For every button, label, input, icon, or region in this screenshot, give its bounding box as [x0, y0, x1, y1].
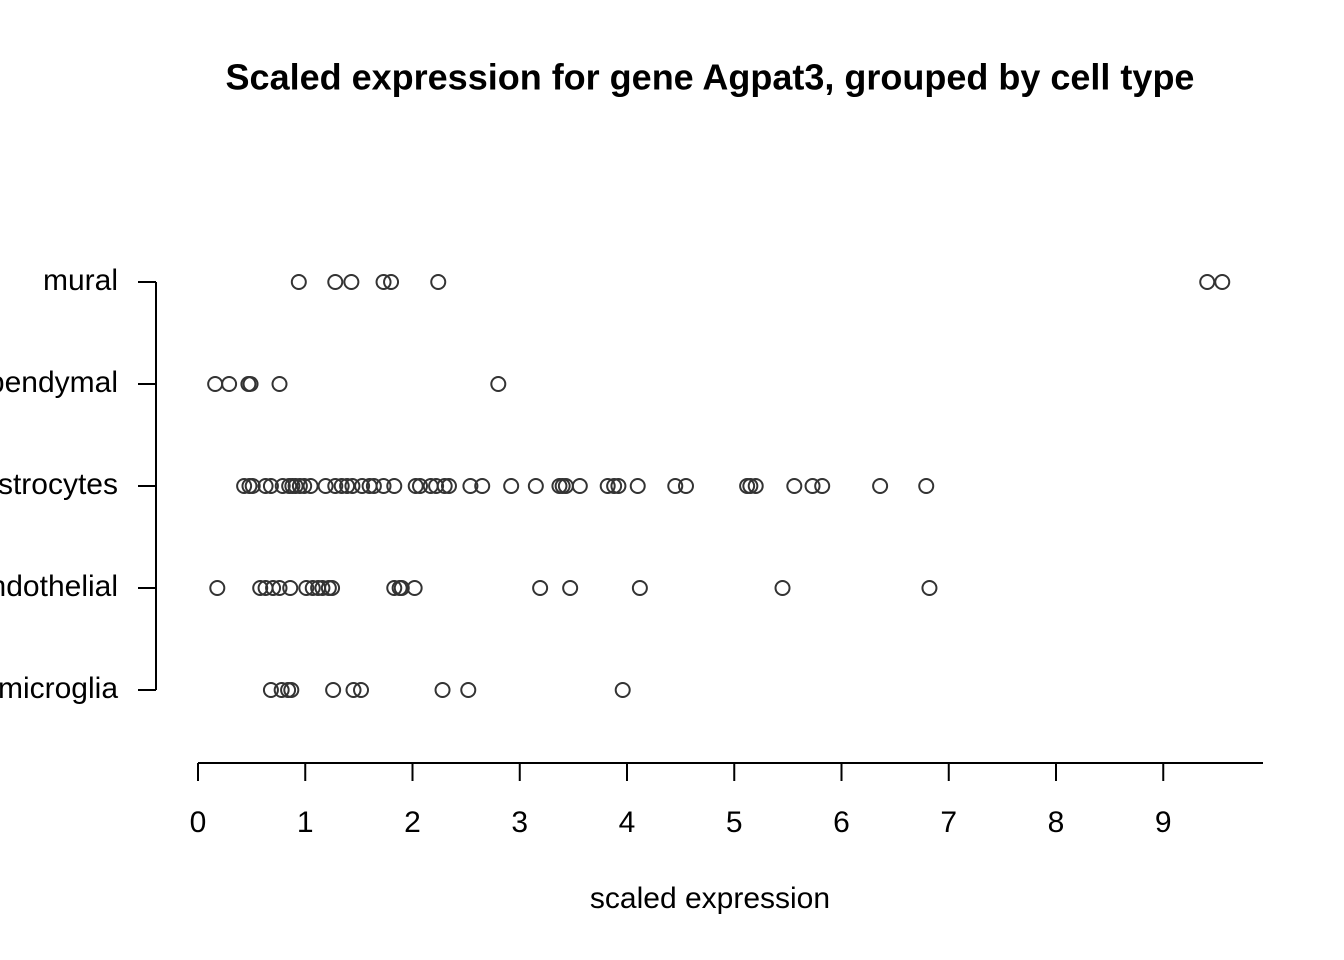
- point: [562, 580, 579, 596]
- y-tick-label: endothelial: [0, 570, 118, 603]
- y-tick-label: microglia: [0, 672, 118, 705]
- point: [918, 478, 935, 494]
- point: [610, 478, 627, 494]
- point: [383, 274, 400, 290]
- point: [325, 682, 342, 698]
- point: [344, 478, 361, 494]
- point: [440, 478, 457, 494]
- point: [386, 580, 403, 596]
- point: [298, 580, 315, 596]
- point: [265, 580, 282, 596]
- point: [287, 478, 304, 494]
- point: [324, 580, 341, 596]
- point: [614, 682, 631, 698]
- point: [631, 580, 648, 596]
- point: [742, 478, 759, 494]
- point: [221, 376, 238, 392]
- point: [282, 580, 299, 596]
- point: [474, 478, 491, 494]
- point: [207, 376, 224, 392]
- point: [921, 580, 938, 596]
- point: [407, 478, 424, 494]
- point: [412, 478, 429, 494]
- point: [393, 580, 410, 596]
- point: [354, 478, 371, 494]
- point: [406, 580, 423, 596]
- point: [291, 478, 308, 494]
- point: [814, 478, 831, 494]
- point: [554, 478, 571, 494]
- point: [436, 478, 453, 494]
- point: [353, 682, 370, 698]
- point: [262, 478, 279, 494]
- point: [236, 478, 253, 494]
- point: [599, 478, 616, 494]
- x-tick-label: 2: [404, 806, 421, 839]
- point: [804, 478, 821, 494]
- point: [677, 478, 694, 494]
- point: [532, 580, 549, 596]
- point: [327, 478, 344, 494]
- x-tick-label: 9: [1155, 806, 1172, 839]
- point: [503, 478, 520, 494]
- point: [273, 682, 290, 698]
- point: [262, 682, 279, 698]
- point: [460, 682, 477, 698]
- x-tick-label: 4: [619, 806, 636, 839]
- point: [527, 478, 544, 494]
- point: [1214, 274, 1231, 290]
- y-tick-label: ependymal: [0, 366, 118, 399]
- point: [252, 580, 269, 596]
- point: [271, 580, 288, 596]
- point: [290, 274, 307, 290]
- point: [304, 580, 321, 596]
- point: [343, 274, 360, 290]
- point: [462, 478, 479, 494]
- point: [271, 376, 288, 392]
- x-tick-label: 6: [833, 806, 850, 839]
- point: [209, 580, 226, 596]
- point: [274, 478, 291, 494]
- x-tick-label: 0: [190, 806, 207, 839]
- point: [434, 682, 451, 698]
- point: [314, 580, 331, 596]
- point: [327, 274, 344, 290]
- point: [345, 682, 362, 698]
- y-tick-label: astrocytes: [0, 468, 118, 501]
- x-tick-label: 5: [726, 806, 743, 839]
- point: [333, 478, 350, 494]
- point: [375, 274, 392, 290]
- x-axis-label: scaled expression: [590, 882, 830, 915]
- point: [283, 682, 300, 698]
- point: [774, 580, 791, 596]
- point: [629, 478, 646, 494]
- chart-title: Scaled expression for gene Agpat3, group…: [226, 57, 1195, 98]
- point: [242, 376, 259, 392]
- x-tick-label: 3: [511, 806, 528, 839]
- point: [1199, 274, 1216, 290]
- y-tick-label: mural: [43, 264, 118, 297]
- point: [257, 478, 274, 494]
- point: [571, 478, 588, 494]
- x-tick-label: 8: [1048, 806, 1065, 839]
- point: [428, 478, 445, 494]
- x-tick-label: 7: [940, 806, 957, 839]
- point: [786, 478, 803, 494]
- point: [606, 478, 623, 494]
- point: [872, 478, 889, 494]
- point: [365, 478, 382, 494]
- point: [339, 478, 356, 494]
- point: [302, 478, 319, 494]
- x-tick-label: 1: [297, 806, 314, 839]
- point: [667, 478, 684, 494]
- point: [386, 478, 403, 494]
- point: [747, 478, 764, 494]
- point: [430, 274, 447, 290]
- point: [317, 478, 334, 494]
- point: [244, 478, 261, 494]
- point: [296, 478, 313, 494]
- point: [490, 376, 507, 392]
- point: [375, 478, 392, 494]
